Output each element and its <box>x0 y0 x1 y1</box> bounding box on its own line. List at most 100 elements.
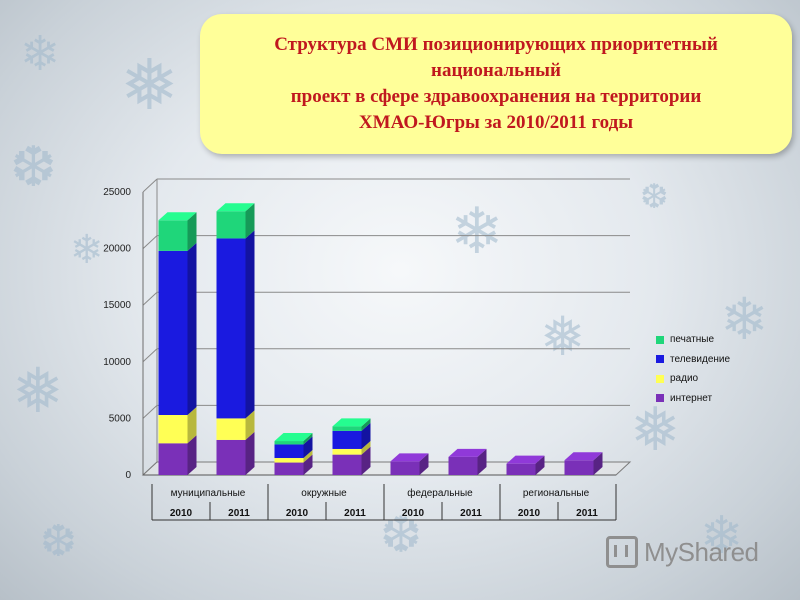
snowflake-icon: ❆ <box>40 516 77 567</box>
title-line: ХМАО-Югры за 2010/2011 годы <box>358 112 634 133</box>
bar-side-интернет <box>419 453 429 475</box>
category-label: 2011 <box>576 508 598 519</box>
bar-side-печатные <box>245 203 255 239</box>
y-tick-label: 20000 <box>103 244 131 255</box>
bar-segment-телевидение <box>158 250 188 416</box>
title-line: национальный <box>431 60 561 81</box>
legend-swatch <box>656 374 664 383</box>
legend-label: телевидение <box>670 353 731 365</box>
bar-top-печатные <box>274 433 313 442</box>
category-label: 2010 <box>170 508 193 519</box>
legend-item: радио <box>656 369 730 389</box>
bar-side-интернет <box>303 454 313 475</box>
chart-title: Структура СМИ позиционирующих приоритетн… <box>274 32 718 136</box>
snowflake-icon: ❄ <box>720 285 769 353</box>
bar-segment-телевидение <box>216 238 246 419</box>
bar-segment-интернет <box>332 454 362 475</box>
snowflake-icon: ❅ <box>630 395 681 465</box>
legend-item: интернет <box>656 389 730 409</box>
bar-top-интернет <box>564 452 603 461</box>
y-tick-label: 10000 <box>103 357 131 368</box>
y-tick-label: 15000 <box>103 300 131 311</box>
bar-side-интернет <box>593 452 603 475</box>
y-tick-label: 25000 <box>103 187 131 198</box>
group-label: федеральные <box>407 487 473 499</box>
bar-segment-интернет <box>390 461 420 475</box>
bar-side-радио <box>245 410 255 440</box>
legend-item: печатные <box>656 330 730 350</box>
bar-segment-печатные <box>332 426 362 431</box>
snowflake-icon: ❅ <box>540 305 586 368</box>
title-box: Структура СМИ позиционирующих приоритетн… <box>200 14 792 154</box>
bar-segment-интернет <box>564 460 594 475</box>
bar-segment-интернет <box>274 462 304 475</box>
bar-top-интернет <box>506 455 545 464</box>
legend-swatch <box>656 394 664 403</box>
bar-side-печатные <box>187 212 197 251</box>
watermark-text: MyShared <box>644 536 759 567</box>
bar-side-интернет <box>245 431 255 475</box>
legend-swatch <box>656 335 664 344</box>
snowflake-icon: ❄ <box>20 26 61 82</box>
snowflake-icon: ❄ <box>450 195 504 269</box>
category-label: 2011 <box>460 508 482 519</box>
bar-side-телевидение <box>361 422 371 449</box>
watermark: MyShared <box>606 536 759 568</box>
chart-legend: печатные телевидение радио интернет <box>656 330 730 408</box>
bar-segment-интернет <box>216 439 246 475</box>
bar-top-интернет <box>448 448 487 457</box>
title-line: Структура СМИ позиционирующих приоритетн… <box>274 34 718 55</box>
y-tick-label: 5000 <box>109 413 132 424</box>
bar-side-интернет <box>361 446 371 475</box>
bar-side-интернет <box>535 455 545 475</box>
category-label: 2011 <box>344 508 366 519</box>
chart-floor <box>141 461 632 476</box>
category-label: 2010 <box>518 508 541 519</box>
bar-side-радио <box>187 407 197 444</box>
gridline-side <box>142 178 158 193</box>
bar-segment-печатные <box>216 211 246 239</box>
bar-side-телевидение <box>187 242 197 416</box>
bar-top-печатные <box>332 418 371 427</box>
bar-side-телевидение <box>245 230 255 419</box>
bar-top-печатные <box>158 212 197 221</box>
bar-side-печатные <box>303 433 313 445</box>
bar-side-интернет <box>187 435 197 475</box>
bar-side-радио <box>361 440 371 455</box>
snowflake-icon: ❆ <box>640 177 669 217</box>
legend-label: радио <box>670 373 699 385</box>
bar-side-печатные <box>361 418 371 431</box>
gridline-side <box>142 405 158 419</box>
title-line: проект в сфере здравоохранения на террит… <box>290 86 702 107</box>
legend-label: интернет <box>670 392 713 404</box>
legend-label: печатные <box>670 334 715 346</box>
bar-segment-радио <box>158 415 188 444</box>
snowflake-icon: ❄ <box>700 506 744 566</box>
category-label: 2010 <box>402 508 425 519</box>
bar-segment-интернет <box>448 456 478 475</box>
bar-side-интернет <box>477 448 487 475</box>
category-label: 2010 <box>286 508 309 519</box>
group-label: региональные <box>523 488 590 499</box>
group-label: муниципальные <box>171 488 246 499</box>
bar-segment-печатные <box>158 220 188 251</box>
legend-item: телевидение <box>656 350 730 370</box>
gridline-side <box>142 348 158 363</box>
gridline-side <box>142 291 158 306</box>
bar-segment-радио <box>216 418 246 440</box>
bar-segment-телевидение <box>332 430 362 449</box>
bar-segment-радио <box>332 448 362 455</box>
snowflake-icon: ❄ <box>70 227 104 273</box>
bar-side-радио <box>303 450 313 463</box>
group-label: окружные <box>301 488 347 499</box>
legend-swatch <box>656 355 664 364</box>
bar-top-печатные <box>216 203 255 212</box>
y-tick-label: 0 <box>125 470 131 481</box>
bar-segment-интернет <box>506 463 536 475</box>
bar-segment-интернет <box>158 443 188 475</box>
bar-segment-печатные <box>274 441 304 445</box>
presentation-logo-icon <box>606 536 638 568</box>
bar-top-интернет <box>390 453 429 462</box>
snowflake-icon: ❆ <box>10 135 57 200</box>
